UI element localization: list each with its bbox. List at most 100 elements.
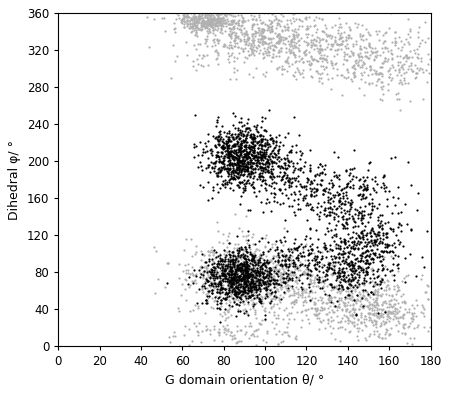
Point — [293, 175, 300, 181]
Point — [345, 291, 352, 297]
Point — [280, 66, 287, 72]
Point — [234, 152, 241, 158]
Point — [240, 171, 247, 177]
Point — [269, 256, 276, 262]
Point — [364, 174, 371, 181]
Point — [209, 24, 216, 30]
Point — [224, 179, 231, 185]
Point — [386, 268, 393, 275]
Point — [209, 244, 216, 250]
Point — [256, 279, 263, 285]
Point — [370, 281, 378, 288]
Point — [225, 53, 232, 59]
Point — [232, 278, 239, 284]
Point — [276, 139, 283, 145]
Point — [234, 159, 241, 166]
Point — [244, 17, 252, 23]
Point — [333, 41, 341, 47]
Point — [358, 36, 365, 42]
Point — [371, 250, 378, 256]
Point — [384, 233, 391, 240]
Point — [278, 246, 285, 253]
Point — [208, 16, 216, 22]
Point — [414, 46, 421, 52]
Point — [376, 220, 383, 226]
Point — [256, 261, 264, 268]
Point — [244, 143, 252, 150]
Point — [248, 258, 255, 264]
Point — [236, 281, 243, 287]
Point — [281, 57, 288, 64]
Point — [329, 42, 336, 49]
Point — [292, 297, 299, 303]
Point — [198, 23, 206, 29]
Point — [366, 158, 373, 165]
Point — [259, 277, 266, 284]
Point — [285, 271, 292, 278]
Point — [263, 160, 270, 166]
Point — [400, 322, 407, 328]
Point — [215, 61, 222, 67]
Point — [323, 282, 330, 289]
Point — [243, 167, 251, 173]
Point — [335, 255, 342, 261]
Point — [259, 177, 266, 183]
Point — [320, 187, 327, 193]
Point — [389, 39, 396, 45]
Point — [328, 62, 335, 68]
Point — [275, 267, 283, 273]
Point — [202, 38, 209, 45]
Point — [371, 291, 378, 297]
Point — [400, 297, 407, 304]
Point — [283, 175, 290, 181]
Point — [308, 295, 315, 301]
Point — [358, 234, 365, 241]
Point — [312, 264, 319, 271]
Point — [223, 289, 230, 295]
Point — [359, 327, 366, 333]
Point — [361, 335, 368, 342]
Point — [359, 267, 366, 273]
Point — [277, 238, 284, 245]
Point — [233, 166, 240, 172]
Point — [260, 280, 267, 287]
Point — [213, 172, 220, 179]
Point — [222, 258, 229, 264]
Point — [226, 289, 233, 295]
Point — [238, 270, 245, 276]
Point — [396, 107, 403, 113]
Point — [204, 288, 211, 294]
Point — [304, 272, 311, 278]
Point — [307, 37, 315, 43]
Point — [391, 308, 398, 314]
Point — [256, 272, 264, 278]
Point — [345, 237, 352, 244]
Point — [233, 284, 240, 290]
Point — [208, 267, 216, 274]
Point — [261, 274, 268, 280]
Point — [249, 139, 256, 145]
Point — [316, 71, 324, 77]
Point — [341, 240, 348, 246]
Point — [282, 59, 289, 65]
Point — [189, 23, 196, 29]
Point — [355, 316, 362, 322]
Point — [360, 279, 367, 285]
Point — [356, 265, 363, 271]
Point — [285, 48, 292, 54]
Point — [197, 263, 204, 270]
Point — [308, 53, 315, 60]
Point — [230, 142, 237, 148]
Point — [289, 260, 297, 266]
Point — [292, 277, 300, 284]
Point — [189, 271, 197, 278]
Point — [226, 258, 233, 264]
Point — [317, 170, 324, 177]
Point — [248, 288, 255, 294]
Point — [234, 264, 241, 271]
Point — [230, 273, 237, 280]
Point — [392, 67, 399, 73]
Point — [270, 45, 277, 52]
Point — [231, 161, 238, 167]
Point — [203, 15, 210, 21]
